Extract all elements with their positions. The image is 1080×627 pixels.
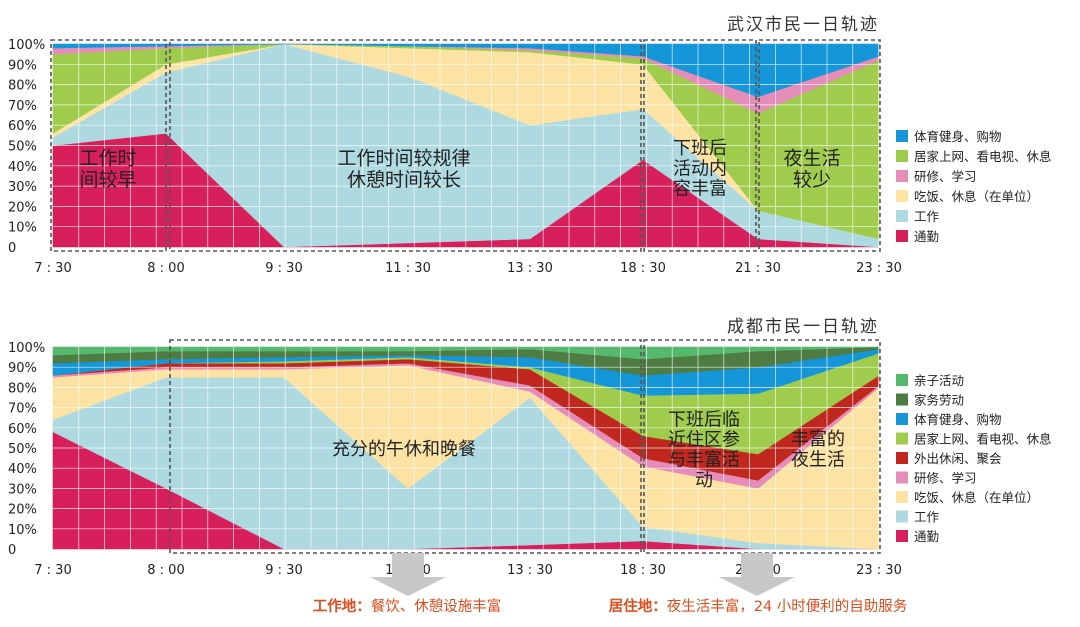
legend-swatch xyxy=(896,190,908,202)
y-tick-label: 90% xyxy=(8,361,37,376)
legend-swatch xyxy=(896,452,908,464)
x-tick-label: 8 : 00 xyxy=(147,261,184,276)
x-tick-label: 7 : 30 xyxy=(34,261,71,276)
phase-box xyxy=(50,39,167,252)
arrow-down-icon xyxy=(370,553,446,596)
bottom-note: 工作地：餐饮、休憩设施丰富 xyxy=(313,597,502,615)
x-tick-label: 13 : 30 xyxy=(507,261,553,276)
legend-label: 吃饭、休息（在单位） xyxy=(914,189,1039,204)
y-tick-label: 50% xyxy=(8,442,37,457)
x-tick-label: 11 : 30 xyxy=(385,261,431,276)
legend-swatch xyxy=(896,230,908,242)
legend-label: 家务劳动 xyxy=(914,393,964,408)
y-tick-label: 10% xyxy=(8,221,37,236)
annotation: 丰富的夜生活 xyxy=(791,429,845,470)
phase-box xyxy=(643,39,757,252)
legend-swatch xyxy=(896,130,908,142)
y-tick-label: 40% xyxy=(8,462,37,477)
y-tick-label: 70% xyxy=(8,99,37,114)
legend-swatch xyxy=(896,491,908,503)
legend-swatch xyxy=(896,530,908,542)
bottom-note-text: 夜生活丰富，24 小时便利的自助服务 xyxy=(667,597,908,615)
x-tick-label: 23 : 30 xyxy=(856,261,902,276)
bottom-note-strong: 居住地： xyxy=(609,597,667,615)
legend-swatch xyxy=(896,413,908,425)
chart-title: 武汉市民一日轨迹 xyxy=(727,15,879,35)
x-tick-label: 23 : 30 xyxy=(856,563,902,578)
annotation: 下班后活动内容丰富 xyxy=(673,138,727,199)
y-tick-label: 100% xyxy=(8,38,45,53)
legend-label: 亲子活动 xyxy=(914,373,964,388)
legend-swatch xyxy=(896,393,908,406)
legend-swatch xyxy=(896,150,908,162)
legend-label: 通勤 xyxy=(914,229,939,244)
legend-label: 居家上网、看电视、休息 xyxy=(914,149,1052,164)
legend-label: 研修、学习 xyxy=(914,471,977,486)
legend-swatch xyxy=(896,510,908,523)
legend-label: 外出休闲、聚会 xyxy=(914,451,1002,466)
y-tick-label: 70% xyxy=(8,402,37,417)
y-tick-label: 10% xyxy=(8,523,37,538)
y-tick-label: 90% xyxy=(8,58,37,73)
y-tick-label: 80% xyxy=(8,79,37,94)
legend-swatch xyxy=(896,210,908,222)
arrow-down-icon xyxy=(719,553,795,596)
legend-label: 研修、学习 xyxy=(914,169,977,184)
annotation: 工作时间较规律休憩时间较长 xyxy=(337,148,470,191)
legend-swatch xyxy=(896,432,908,445)
x-tick-label: 9 : 30 xyxy=(265,563,302,578)
y-tick-label: 0 xyxy=(8,543,16,558)
x-tick-label: 13 : 30 xyxy=(507,563,553,578)
y-tick-label: 60% xyxy=(8,422,37,437)
x-tick-label: 18 : 30 xyxy=(620,563,666,578)
x-tick-label: 7 : 30 xyxy=(34,563,71,578)
y-tick-label: 30% xyxy=(8,180,37,195)
chart-chengdu: 成都市民一日轨迹 0 10% 20% 30% 40% 50% 60% 70% 80% 90% 100%… xyxy=(8,317,1052,578)
legend-label: 居家上网、看电视、休息 xyxy=(914,432,1052,447)
chart-title: 成都市民一日轨迹 xyxy=(727,317,879,337)
y-tick-label: 20% xyxy=(8,200,37,215)
annotation: 下班后临近住区参与丰富活动 xyxy=(668,409,740,490)
chart-wuhan: 武汉市民一日轨迹 0 10% 20% 30% 40% 50% 60% 70% 80% 90% 100%… xyxy=(8,15,1052,276)
bottom-note-strong: 工作地： xyxy=(313,597,371,615)
y-tick-label: 40% xyxy=(8,160,37,175)
legend-label: 工作 xyxy=(914,510,940,525)
y-tick-label: 50% xyxy=(8,140,37,155)
y-tick-label: 0 xyxy=(8,241,16,256)
bottom-note: 居住地：夜生活丰富，24 小时便利的自助服务 xyxy=(609,597,908,615)
legend-label: 工作 xyxy=(914,209,940,224)
y-tick-label: 80% xyxy=(8,381,37,396)
phase-box xyxy=(758,39,881,252)
gridlines xyxy=(53,44,879,247)
gridlines xyxy=(53,347,879,549)
annotation: 工作时间较早 xyxy=(79,148,136,191)
y-tick-label: 30% xyxy=(8,482,37,497)
legend-label: 吃饭、休息（在单位） xyxy=(914,490,1039,505)
annotation: 充分的午休和晚餐 xyxy=(332,439,476,460)
x-tick-label: 18 : 30 xyxy=(620,261,666,276)
legend-label: 体育健身、购物 xyxy=(914,412,1002,427)
legend-label: 体育健身、购物 xyxy=(914,129,1002,144)
y-tick-label: 60% xyxy=(8,119,37,134)
legend-swatch xyxy=(896,471,908,484)
legend-swatch xyxy=(896,170,908,182)
legend-swatch xyxy=(896,374,908,386)
x-tick-label: 8 : 00 xyxy=(147,563,184,578)
x-tick-label: 9 : 30 xyxy=(265,261,302,276)
y-tick-label: 20% xyxy=(8,503,37,518)
annotation: 夜生活较少 xyxy=(783,148,840,191)
x-tick-label: 21 : 30 xyxy=(735,261,781,276)
bottom-note-text: 餐饮、休憩设施丰富 xyxy=(371,597,502,615)
y-tick-label: 100% xyxy=(8,341,45,356)
phase-box xyxy=(169,39,642,252)
legend-label: 通勤 xyxy=(914,529,939,544)
